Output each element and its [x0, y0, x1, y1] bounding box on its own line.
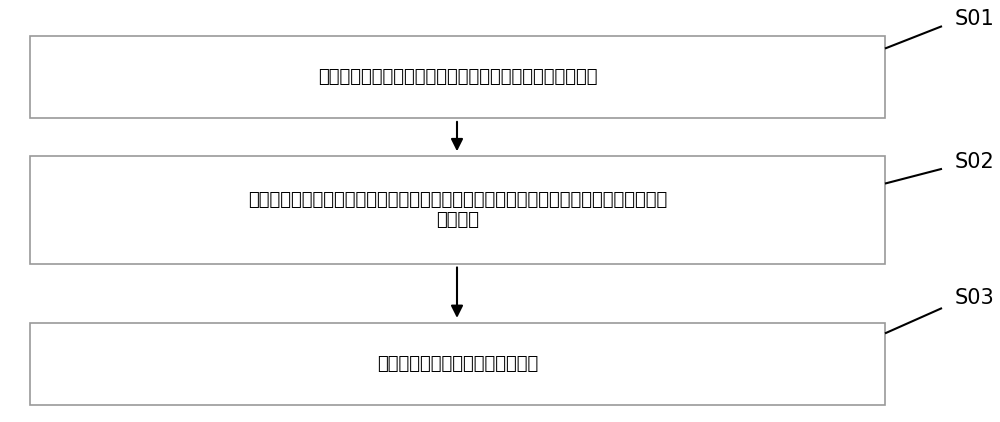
Text: 空调器在检测到用户休息的情况下，根据空调器的进风焓湿量和出风焓湿量，确定水泵的
目标转速: 空调器在检测到用户休息的情况下，根据空调器的进风焓湿量和出风焓湿量，确定水泵的 …	[248, 191, 667, 229]
Text: 空调器按照目标转速控制水泵运行: 空调器按照目标转速控制水泵运行	[377, 355, 538, 373]
Bar	[30, 156, 885, 264]
Text: S03: S03	[955, 287, 995, 308]
Text: S01: S01	[955, 9, 995, 29]
Bar	[30, 323, 885, 405]
Bar	[30, 36, 885, 118]
Text: S02: S02	[955, 152, 995, 173]
Text: 空调器在处于制冷或者除湿运行的情况下，检测用户的状态: 空调器在处于制冷或者除湿运行的情况下，检测用户的状态	[318, 68, 597, 86]
